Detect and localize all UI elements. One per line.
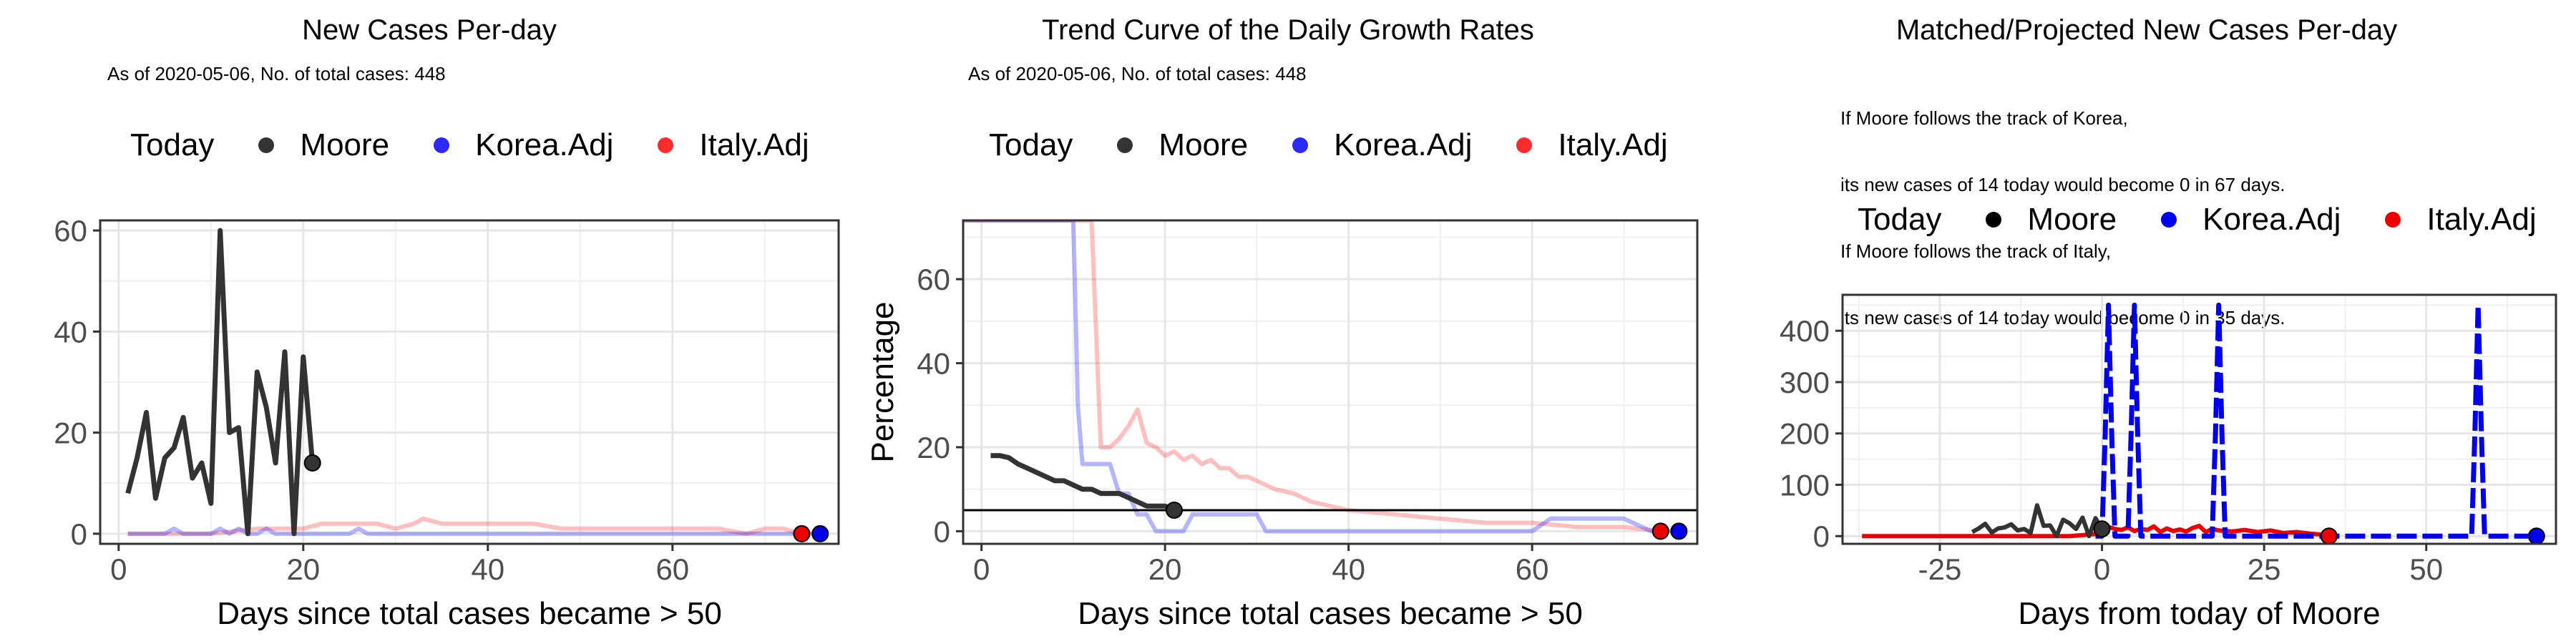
panel-growth-rates: Trend Curve of the Daily Growth Rates As… bbox=[859, 0, 1717, 644]
chart-title: New Cases Per-day bbox=[302, 14, 557, 46]
x-tick-label: 0 bbox=[973, 552, 990, 586]
chart-subtitle: As of 2020-05-06, No. of total cases: 44… bbox=[968, 63, 1307, 84]
series-line-korea-adj bbox=[2095, 302, 2537, 539]
series-line-italy-adj bbox=[127, 516, 803, 536]
series-line-moore bbox=[1971, 503, 2104, 539]
legend-label-korea: Korea.Adj bbox=[1334, 127, 1473, 162]
legend-label-korea: Korea.Adj bbox=[475, 127, 614, 162]
y-tick-label: 200 bbox=[1780, 417, 1830, 451]
legend-label-moore: Moore bbox=[300, 127, 390, 162]
legend-label-italy: Italy.Adj bbox=[699, 127, 809, 162]
x-tick-label: 40 bbox=[471, 552, 504, 586]
legend-label-moore: Moore bbox=[1158, 127, 1249, 162]
legend-title: Today bbox=[130, 127, 215, 162]
plot-border bbox=[1841, 293, 2557, 545]
today-point-moore bbox=[303, 454, 321, 472]
today-point-italy-adj bbox=[2320, 527, 2338, 545]
x-tick-label: 0 bbox=[2094, 552, 2110, 586]
series-line-italy-adj bbox=[963, 220, 1662, 534]
legend-label-moore: Moore bbox=[2027, 202, 2117, 237]
chart-plot-growth-rates: 0 20 40 60 0 20 40 60 Days since total cases bec… bbox=[865, 219, 1699, 631]
legend-key-moore bbox=[258, 137, 275, 153]
legend-key-korea bbox=[2161, 212, 2177, 228]
legend-label-italy: Italy.Adj bbox=[1558, 127, 1668, 162]
x-axis-label: Days from today of Moore bbox=[2018, 596, 2380, 631]
today-point-moore bbox=[2093, 520, 2111, 538]
x-tick-label: 20 bbox=[1148, 552, 1182, 586]
subtitle-line: its new cases of 14 today would become 0… bbox=[1840, 307, 2285, 328]
today-point-korea-adj bbox=[1670, 522, 1688, 540]
chart-legend: Today Moore Korea.Adj Italy.Adj bbox=[130, 127, 834, 163]
chart-legend: Today Moore Korea.Adj Italy.Adj bbox=[1858, 202, 2561, 238]
chart-title: Matched/Projected New Cases Per-day bbox=[1896, 14, 2398, 46]
chart-legend: Today Moore Korea.Adj Italy.Adj bbox=[989, 127, 1692, 163]
panel-projected: Matched/Projected New Cases Per-day If M… bbox=[1717, 0, 2576, 644]
legend-label-italy: Italy.Adj bbox=[2426, 202, 2537, 237]
today-point-korea-adj bbox=[2527, 527, 2545, 545]
y-tick-label: 40 bbox=[917, 347, 950, 381]
legend-label-korea: Korea.Adj bbox=[2202, 202, 2341, 237]
legend-key-moore bbox=[1986, 212, 2002, 228]
subtitle-line: If Moore follows the track of Italy, bbox=[1840, 240, 2112, 262]
today-point-italy-adj bbox=[1652, 522, 1669, 540]
subtitle-line: If Moore follows the track of Korea, bbox=[1840, 107, 2128, 129]
today-point-moore bbox=[1165, 502, 1183, 519]
y-tick-label: 60 bbox=[54, 214, 87, 248]
y-tick-label: 0 bbox=[71, 517, 87, 551]
series-line-korea-adj bbox=[127, 526, 821, 536]
y-tick-label: 20 bbox=[54, 416, 87, 450]
legend-key-italy bbox=[2385, 212, 2401, 228]
today-point-italy-adj bbox=[793, 525, 811, 542]
x-axis-label: Days since total cases became > 50 bbox=[217, 596, 722, 631]
y-tick-label: 60 bbox=[917, 263, 950, 296]
subtitle-line: its new cases of 14 today would become 0… bbox=[1840, 174, 2285, 195]
legend-key-moore bbox=[1117, 137, 1133, 153]
x-tick-label: -25 bbox=[1918, 552, 1962, 586]
legend-key-italy bbox=[1516, 137, 1533, 153]
legend-key-korea bbox=[1292, 137, 1309, 153]
plot-border bbox=[99, 219, 840, 545]
today-point-korea-adj bbox=[811, 525, 829, 542]
chart-plot-new-cases: 0 20 40 60 0 20 40 60 Days since total cases bec… bbox=[54, 214, 840, 631]
series-line-moore bbox=[990, 453, 1176, 513]
plot-border bbox=[962, 219, 1699, 545]
x-tick-label: 20 bbox=[286, 552, 320, 586]
x-tick-label: 0 bbox=[110, 552, 127, 586]
x-axis-label: Days since total cases became > 50 bbox=[1078, 596, 1583, 631]
chart-plot-projected: -25 0 25 50 0 100 200 300 400 Days from today of … bbox=[1780, 293, 2557, 631]
y-tick-label: 400 bbox=[1780, 314, 1830, 348]
y-tick-label: 20 bbox=[917, 431, 950, 464]
legend-key-italy bbox=[658, 137, 674, 153]
chart-subtitle: As of 2020-05-06, No. of total cases: 44… bbox=[107, 63, 446, 84]
x-tick-label: 25 bbox=[2248, 552, 2281, 586]
x-tick-label: 60 bbox=[1516, 552, 1549, 586]
x-tick-label: 40 bbox=[1332, 552, 1365, 586]
plot-area bbox=[963, 220, 1697, 534]
plot-area bbox=[125, 228, 821, 537]
y-tick-label: 100 bbox=[1780, 468, 1830, 502]
x-tick-label: 60 bbox=[655, 552, 689, 586]
y-tick-label: 0 bbox=[1813, 519, 1830, 553]
y-tick-label: 0 bbox=[934, 514, 950, 548]
series-line-korea-adj bbox=[963, 220, 1679, 534]
plot-area bbox=[1862, 302, 2537, 539]
panel-new-cases: New Cases Per-day As of 2020-05-06, No. … bbox=[0, 0, 859, 644]
legend-title: Today bbox=[1858, 202, 1942, 237]
x-tick-label: 50 bbox=[2409, 552, 2443, 586]
chart-subtitle: If Moore follows the track of Korea, its… bbox=[1840, 63, 2285, 374]
y-axis-label: Percentage bbox=[865, 301, 900, 462]
chart-title: Trend Curve of the Daily Growth Rates bbox=[1042, 14, 1534, 46]
y-tick-label: 300 bbox=[1780, 366, 1830, 399]
series-line-moore bbox=[125, 228, 316, 537]
y-tick-label: 40 bbox=[54, 315, 87, 348]
legend-key-korea bbox=[434, 137, 450, 153]
legend-title: Today bbox=[989, 127, 1073, 162]
